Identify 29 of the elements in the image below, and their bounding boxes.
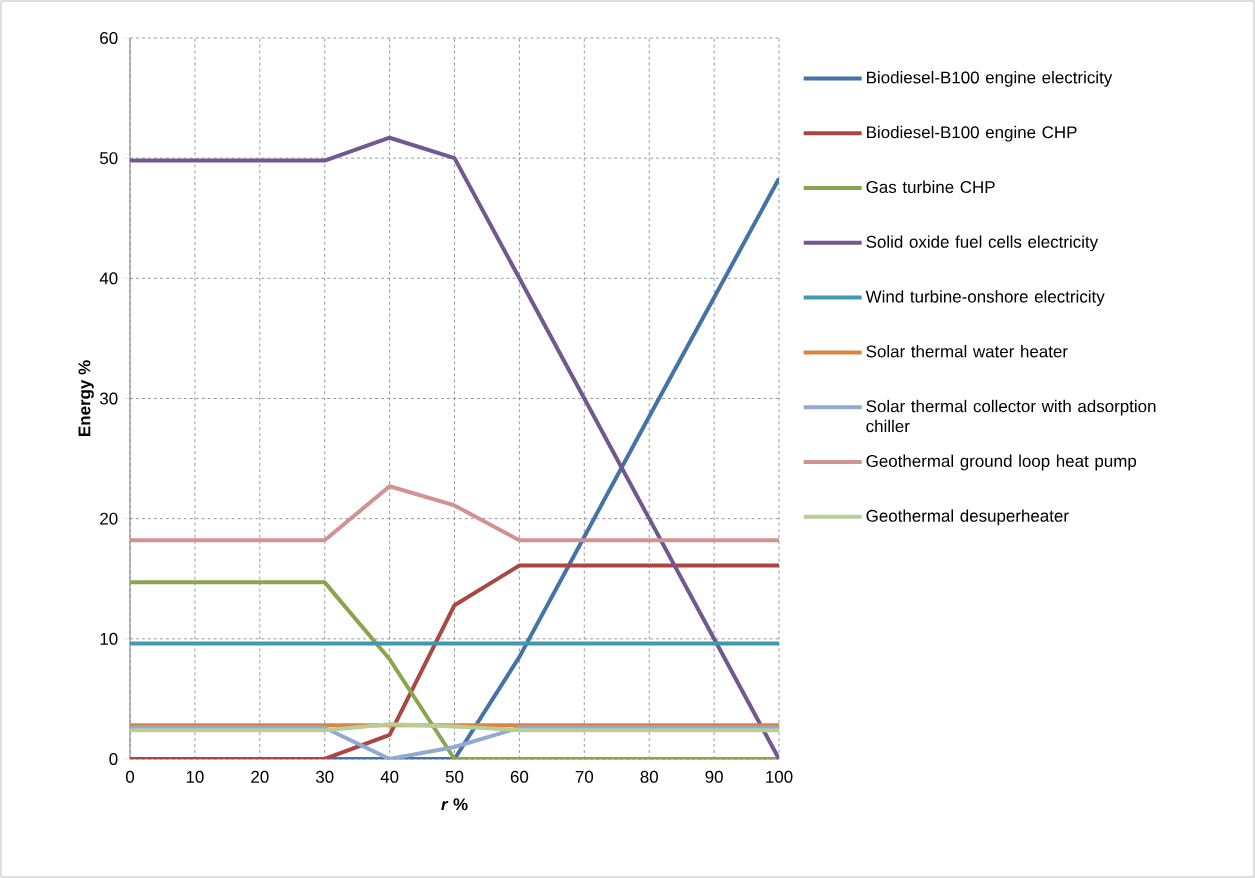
y-tick-label: 20: [100, 512, 118, 525]
legend-label: Solar thermal collector with adsorption chiller: [866, 399, 1156, 433]
legend-label: Solid oxide fuel cells electricity: [866, 235, 1099, 252]
legend-label: Solar thermal water heater: [866, 345, 1068, 358]
x-tick-label: 100: [766, 770, 793, 783]
x-tick-label: 0: [125, 770, 135, 783]
legend-label: Geothermal ground loop heat pump: [866, 454, 1137, 471]
y-tick-label: 10: [100, 632, 118, 645]
y-tick-label: 0: [109, 752, 118, 765]
x-tick-label: 90: [705, 770, 723, 783]
legend-label: Geothermal desuperheater: [866, 509, 1069, 526]
x-tick-label: 40: [380, 770, 399, 783]
x-tick-label: 20: [251, 770, 269, 783]
legend-label: Biodiesel-B100 engine electricity: [867, 71, 1113, 87]
x-tick-label: 30: [315, 770, 334, 783]
x-axis-title: r %: [441, 798, 468, 811]
x-tick-label: 10: [186, 770, 204, 783]
legend-label: Biodiesel-B100 engine CHP: [867, 125, 1077, 142]
y-tick-label: 60: [100, 31, 118, 44]
legend-label: Wind turbine-onshore electricity: [865, 290, 1105, 306]
y-axis-title: Energy %: [78, 360, 94, 436]
legend-label: Gas turbine CHP: [866, 180, 995, 194]
y-tick-label: 40: [99, 272, 118, 285]
x-tick-label: 50: [445, 770, 464, 783]
y-tick-label: 30: [99, 392, 118, 405]
x-tick-label: 70: [575, 770, 594, 783]
y-tick-label: 50: [100, 152, 118, 165]
x-tick-label: 80: [640, 770, 658, 783]
x-tick-label: 60: [510, 770, 529, 783]
